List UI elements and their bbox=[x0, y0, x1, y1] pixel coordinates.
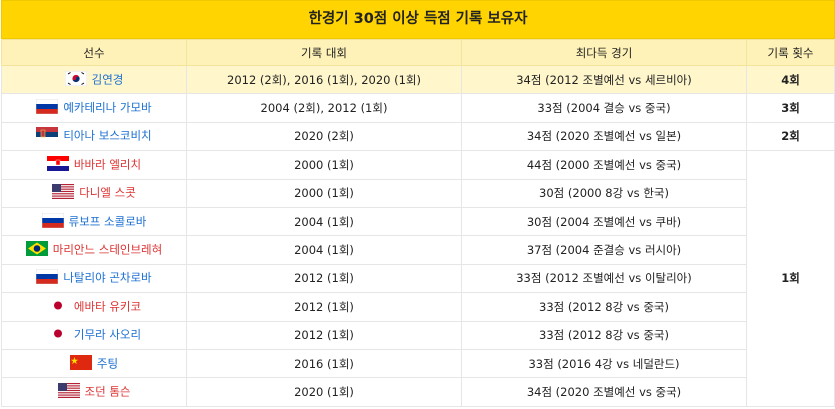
flag-icon bbox=[52, 184, 75, 202]
count-cell: 3회 bbox=[746, 93, 835, 123]
header-cell: 기록 횟수 bbox=[746, 39, 835, 66]
tournaments-cell: 2004 (1회) bbox=[186, 235, 462, 265]
flag bbox=[36, 127, 59, 143]
header-row: 선수 기록 대회 최다득 경기 기록 횟수 bbox=[1, 39, 835, 66]
player-cell: 김연경 bbox=[1, 64, 187, 95]
flag-icon bbox=[36, 127, 59, 145]
tournaments-cell: 2004 (1회) bbox=[186, 206, 462, 237]
header-cell: 선수 bbox=[1, 39, 187, 66]
best-game-cell: 33점 (2004 결승 vs 중국) bbox=[461, 93, 747, 123]
tournaments-cell: 2012 (1회) bbox=[186, 263, 462, 294]
best-game-cell: 37점 (2004 준결승 vs 러시아) bbox=[461, 235, 747, 265]
flag bbox=[25, 241, 48, 257]
table-body: 김연경 2012 (2회), 2016 (1회), 2020 (1회) 34점 (2… bbox=[1, 64, 835, 407]
flag bbox=[64, 70, 87, 86]
player-cell: 바바라 엘리치 bbox=[1, 150, 187, 180]
header-cell: 기록 대회 bbox=[186, 39, 462, 66]
flag-icon bbox=[36, 269, 59, 287]
flag bbox=[36, 269, 59, 285]
count-cell: 4회 bbox=[746, 64, 835, 95]
flag bbox=[69, 354, 92, 370]
flag-icon bbox=[36, 98, 59, 117]
player-cell: 에바타 유키코 bbox=[1, 292, 187, 322]
best-game-cell: 33점 (2012 조별예선 vs 이탈리아) bbox=[461, 263, 747, 294]
best-game-cell: 34점 (2020 조별예선 vs 일본) bbox=[461, 121, 747, 152]
table-row: 바바라 엘리치 2000 (1회) 44점 (2000 조별예선 vs 중국) 1회 bbox=[1, 150, 835, 407]
best-game-cell: 33점 (2016 4강 vs 네덜란드) bbox=[461, 348, 747, 379]
tournaments-cell: 2004 (2회), 2012 (1회) bbox=[186, 93, 462, 123]
table-row: 나탈리야 곤차로바 2012 (1회) 33점 (2012 조별예선 vs 이탈리아… bbox=[1, 263, 835, 294]
flag bbox=[57, 382, 80, 398]
player-cell: 티아나 보스코비치 bbox=[1, 121, 187, 152]
best-game-cell: 33점 (2012 8강 vs 중국) bbox=[461, 292, 747, 322]
player-name[interactable]: 나탈리야 곤차로바 bbox=[63, 270, 152, 285]
player-name: 에바타 유키코 bbox=[73, 299, 142, 314]
tournaments-cell: 2016 (1회) bbox=[186, 348, 462, 379]
best-game-cell: 34점 (2012 조별예선 vs 세르비아) bbox=[461, 64, 747, 95]
best-game-cell: 30점 (2004 조별예선 vs 쿠바) bbox=[461, 206, 747, 237]
flag bbox=[36, 98, 59, 115]
flag-icon bbox=[64, 70, 87, 89]
player-cell: 조던 톰슨 bbox=[1, 377, 187, 407]
flag bbox=[52, 184, 75, 200]
flag bbox=[46, 155, 69, 171]
player-name: 바바라 엘리치 bbox=[73, 157, 142, 172]
player-name[interactable]: 류보프 소콜로바 bbox=[68, 214, 147, 229]
player-name[interactable]: 기무라 사오리 bbox=[73, 327, 142, 342]
tournaments-cell: 2000 (1회) bbox=[186, 150, 462, 180]
player-name[interactable]: 예카테리나 가모바 bbox=[63, 100, 152, 115]
flag-icon bbox=[47, 326, 69, 344]
table-row: 예카테리나 가모바 2004 (2회), 2012 (1회) 33점 (2004 결… bbox=[1, 93, 835, 123]
flag bbox=[53, 329, 62, 338]
flag bbox=[41, 212, 64, 228]
flag bbox=[53, 301, 62, 310]
tournaments-cell: 2020 (2회) bbox=[186, 121, 462, 152]
table-row: 조던 톰슨 2020 (1회) 34점 (2020 조별예선 vs 중국) bbox=[1, 377, 835, 407]
player-name: 마리안느 스테인브레혀 bbox=[52, 242, 163, 257]
table-row: 에바타 유키코 2012 (1회) 33점 (2012 8강 vs 중국) bbox=[1, 292, 835, 322]
table-row: 주팅 2016 (1회) 33점 (2016 4강 vs 네덜란드) bbox=[1, 348, 835, 379]
best-game-cell: 34점 (2020 조별예선 vs 중국) bbox=[461, 377, 747, 407]
table-row: 다니엘 스콧 2000 (1회) 30점 (2000 8강 vs 한국) bbox=[1, 178, 835, 208]
table-title: 한경기 30점 이상 득점 기록 보유자 bbox=[1, 0, 835, 39]
player-cell: 마리안느 스테인브레혀 bbox=[1, 235, 187, 265]
tournaments-cell: 2000 (1회) bbox=[186, 178, 462, 208]
table-row: 기무라 사오리 2012 (1회) 33점 (2012 8강 vs 중국) bbox=[1, 320, 835, 350]
flag-icon bbox=[46, 155, 69, 174]
best-game-cell: 44점 (2000 조별예선 vs 중국) bbox=[461, 150, 747, 180]
player-name[interactable]: 주팅 bbox=[96, 356, 119, 371]
player-cell: 류보프 소콜로바 bbox=[1, 206, 187, 237]
flag-icon bbox=[57, 382, 80, 401]
tournaments-cell: 2012 (1회) bbox=[186, 320, 462, 350]
player-name[interactable]: 김연경 bbox=[91, 72, 124, 87]
flag-icon bbox=[47, 298, 69, 316]
header-cell: 최다득 경기 bbox=[461, 39, 747, 66]
player-cell: 예카테리나 가모바 bbox=[1, 93, 187, 123]
player-name: 다니엘 스콧 bbox=[79, 185, 136, 200]
flag-icon bbox=[25, 241, 48, 259]
player-cell: 기무라 사오리 bbox=[1, 320, 187, 350]
player-name: 조던 톰슨 bbox=[84, 384, 131, 399]
best-game-cell: 33점 (2012 8강 vs 중국) bbox=[461, 320, 747, 350]
table-row: 류보프 소콜로바 2004 (1회) 30점 (2004 조별예선 vs 쿠바) bbox=[1, 206, 835, 237]
flag-icon bbox=[69, 354, 92, 373]
count-cell: 1회 bbox=[746, 150, 835, 407]
table-row: 티아나 보스코비치 2020 (2회) 34점 (2020 조별예선 vs 일본) 2… bbox=[1, 121, 835, 152]
count-cell: 2회 bbox=[746, 121, 835, 152]
best-game-cell: 30점 (2000 8강 vs 한국) bbox=[461, 178, 747, 208]
player-name[interactable]: 티아나 보스코비치 bbox=[63, 128, 152, 143]
flag-icon bbox=[41, 212, 64, 231]
table-row: 김연경 2012 (2회), 2016 (1회), 2020 (1회) 34점 (2… bbox=[1, 64, 835, 95]
table-row: 마리안느 스테인브레혀 2004 (1회) 37점 (2004 준결승 vs 러시아… bbox=[1, 235, 835, 265]
player-cell: 나탈리야 곤차로바 bbox=[1, 263, 187, 294]
tournaments-cell: 2020 (1회) bbox=[186, 377, 462, 407]
tournaments-cell: 2012 (2회), 2016 (1회), 2020 (1회) bbox=[186, 64, 462, 95]
player-cell: 다니엘 스콧 bbox=[1, 178, 187, 208]
player-cell: 주팅 bbox=[1, 348, 187, 379]
tournaments-cell: 2012 (1회) bbox=[186, 292, 462, 322]
